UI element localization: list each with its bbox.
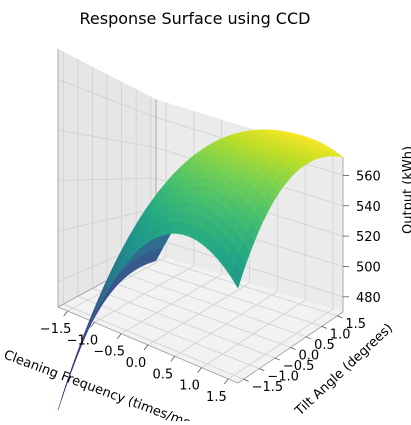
x-tick-label: 1.0 xyxy=(179,379,200,394)
y-tick-mark xyxy=(306,337,311,339)
y-tick-mark xyxy=(291,348,296,350)
z-tick-label: 540 xyxy=(356,200,381,215)
x-tick-mark xyxy=(171,356,175,361)
z-tick-label: 560 xyxy=(356,169,381,184)
y-tick-mark xyxy=(259,369,264,371)
x-tick-mark xyxy=(144,345,148,350)
z-axis-label: Output (kWh) xyxy=(401,146,411,234)
z-tick-label: 480 xyxy=(356,291,381,306)
z-tick-label: 500 xyxy=(356,261,381,276)
x-tick-label: −0.5 xyxy=(93,345,125,360)
y-tick-mark xyxy=(337,316,342,318)
x-tick-label: 0.0 xyxy=(126,356,147,371)
y-tick-mark xyxy=(275,358,280,360)
y-tick-mark xyxy=(322,326,327,328)
chart-title: Response Surface using CCD xyxy=(80,9,311,28)
x-tick-mark xyxy=(64,311,68,316)
y-tick-mark xyxy=(244,379,249,381)
y-tick-label: 1.5 xyxy=(345,317,366,332)
x-tick-label: 0.5 xyxy=(152,367,173,382)
x-tick-mark xyxy=(198,368,202,373)
x-tick-label: 1.5 xyxy=(206,390,227,405)
x-tick-mark xyxy=(117,334,121,339)
z-tick-label: 520 xyxy=(356,230,381,245)
x-tick-mark xyxy=(224,379,228,384)
